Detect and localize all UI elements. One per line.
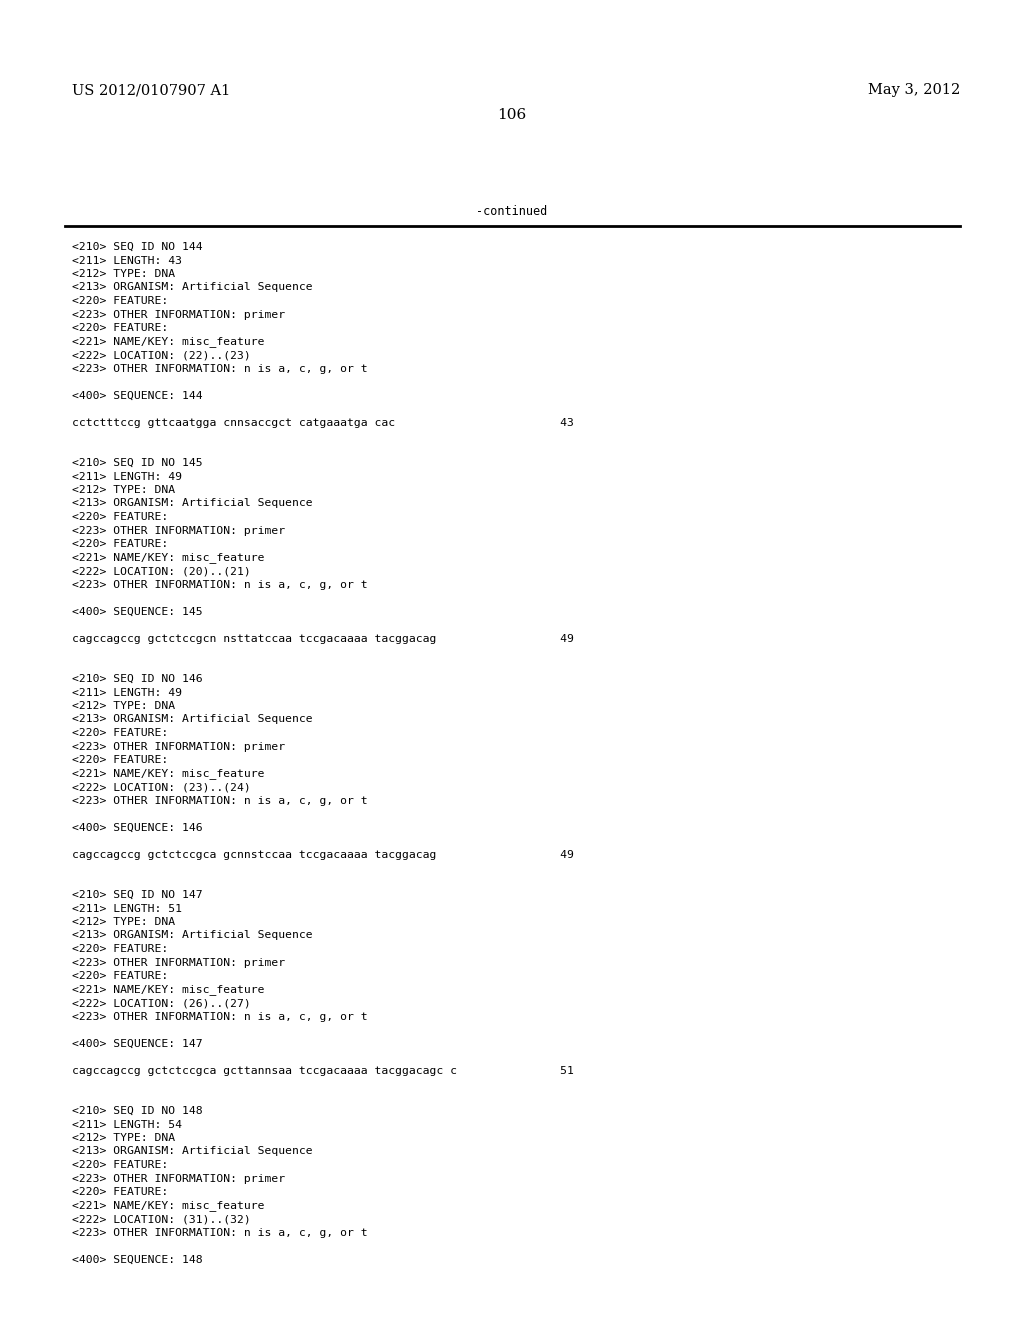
Text: cagccagccg gctctccgcn nsttatccaa tccgacaaaa tacggacag                  49: cagccagccg gctctccgcn nsttatccaa tccgaca… bbox=[72, 634, 573, 644]
Text: US 2012/0107907 A1: US 2012/0107907 A1 bbox=[72, 83, 230, 96]
Text: <213> ORGANISM: Artificial Sequence: <213> ORGANISM: Artificial Sequence bbox=[72, 499, 312, 508]
Text: <400> SEQUENCE: 146: <400> SEQUENCE: 146 bbox=[72, 822, 203, 833]
Text: cctctttccg gttcaatgga cnnsaccgct catgaaatga cac                        43: cctctttccg gttcaatgga cnnsaccgct catgaaa… bbox=[72, 417, 573, 428]
Text: cagccagccg gctctccgca gcttannsaa tccgacaaaa tacggacagc c               51: cagccagccg gctctccgca gcttannsaa tccgaca… bbox=[72, 1065, 573, 1076]
Text: <223> OTHER INFORMATION: n is a, c, g, or t: <223> OTHER INFORMATION: n is a, c, g, o… bbox=[72, 796, 368, 805]
Text: <210> SEQ ID NO 148: <210> SEQ ID NO 148 bbox=[72, 1106, 203, 1115]
Text: <213> ORGANISM: Artificial Sequence: <213> ORGANISM: Artificial Sequence bbox=[72, 931, 312, 940]
Text: <213> ORGANISM: Artificial Sequence: <213> ORGANISM: Artificial Sequence bbox=[72, 714, 312, 725]
Text: <213> ORGANISM: Artificial Sequence: <213> ORGANISM: Artificial Sequence bbox=[72, 282, 312, 293]
Text: <213> ORGANISM: Artificial Sequence: <213> ORGANISM: Artificial Sequence bbox=[72, 1147, 312, 1156]
Text: <223> OTHER INFORMATION: primer: <223> OTHER INFORMATION: primer bbox=[72, 525, 285, 536]
Text: <223> OTHER INFORMATION: n is a, c, g, or t: <223> OTHER INFORMATION: n is a, c, g, o… bbox=[72, 1228, 368, 1238]
Text: <220> FEATURE:: <220> FEATURE: bbox=[72, 1187, 168, 1197]
Text: <211> LENGTH: 43: <211> LENGTH: 43 bbox=[72, 256, 182, 265]
Text: <223> OTHER INFORMATION: primer: <223> OTHER INFORMATION: primer bbox=[72, 1173, 285, 1184]
Text: <220> FEATURE:: <220> FEATURE: bbox=[72, 539, 168, 549]
Text: <221> NAME/KEY: misc_feature: <221> NAME/KEY: misc_feature bbox=[72, 553, 264, 564]
Text: <211> LENGTH: 51: <211> LENGTH: 51 bbox=[72, 903, 182, 913]
Text: <222> LOCATION: (23)..(24): <222> LOCATION: (23)..(24) bbox=[72, 781, 251, 792]
Text: <220> FEATURE:: <220> FEATURE: bbox=[72, 972, 168, 981]
Text: <221> NAME/KEY: misc_feature: <221> NAME/KEY: misc_feature bbox=[72, 768, 264, 779]
Text: <211> LENGTH: 49: <211> LENGTH: 49 bbox=[72, 688, 182, 697]
Text: <223> OTHER INFORMATION: n is a, c, g, or t: <223> OTHER INFORMATION: n is a, c, g, o… bbox=[72, 579, 368, 590]
Text: <222> LOCATION: (20)..(21): <222> LOCATION: (20)..(21) bbox=[72, 566, 251, 576]
Text: <400> SEQUENCE: 148: <400> SEQUENCE: 148 bbox=[72, 1254, 203, 1265]
Text: <222> LOCATION: (26)..(27): <222> LOCATION: (26)..(27) bbox=[72, 998, 251, 1008]
Text: 106: 106 bbox=[498, 108, 526, 121]
Text: <220> FEATURE:: <220> FEATURE: bbox=[72, 1160, 168, 1170]
Text: <223> OTHER INFORMATION: n is a, c, g, or t: <223> OTHER INFORMATION: n is a, c, g, o… bbox=[72, 1011, 368, 1022]
Text: <212> TYPE: DNA: <212> TYPE: DNA bbox=[72, 701, 175, 711]
Text: <400> SEQUENCE: 147: <400> SEQUENCE: 147 bbox=[72, 1039, 203, 1048]
Text: <223> OTHER INFORMATION: primer: <223> OTHER INFORMATION: primer bbox=[72, 957, 285, 968]
Text: <220> FEATURE:: <220> FEATURE: bbox=[72, 755, 168, 766]
Text: <220> FEATURE:: <220> FEATURE: bbox=[72, 512, 168, 521]
Text: <221> NAME/KEY: misc_feature: <221> NAME/KEY: misc_feature bbox=[72, 985, 264, 995]
Text: <210> SEQ ID NO 144: <210> SEQ ID NO 144 bbox=[72, 242, 203, 252]
Text: <220> FEATURE:: <220> FEATURE: bbox=[72, 944, 168, 954]
Text: <221> NAME/KEY: misc_feature: <221> NAME/KEY: misc_feature bbox=[72, 1200, 264, 1212]
Text: <212> TYPE: DNA: <212> TYPE: DNA bbox=[72, 484, 175, 495]
Text: <400> SEQUENCE: 144: <400> SEQUENCE: 144 bbox=[72, 391, 203, 400]
Text: <212> TYPE: DNA: <212> TYPE: DNA bbox=[72, 1133, 175, 1143]
Text: <222> LOCATION: (31)..(32): <222> LOCATION: (31)..(32) bbox=[72, 1214, 251, 1224]
Text: <212> TYPE: DNA: <212> TYPE: DNA bbox=[72, 269, 175, 279]
Text: <211> LENGTH: 49: <211> LENGTH: 49 bbox=[72, 471, 182, 482]
Text: <210> SEQ ID NO 147: <210> SEQ ID NO 147 bbox=[72, 890, 203, 900]
Text: <210> SEQ ID NO 145: <210> SEQ ID NO 145 bbox=[72, 458, 203, 469]
Text: <400> SEQUENCE: 145: <400> SEQUENCE: 145 bbox=[72, 606, 203, 616]
Text: -continued: -continued bbox=[476, 205, 548, 218]
Text: <220> FEATURE:: <220> FEATURE: bbox=[72, 323, 168, 333]
Text: cagccagccg gctctccgca gcnnstccaa tccgacaaaa tacggacag                  49: cagccagccg gctctccgca gcnnstccaa tccgaca… bbox=[72, 850, 573, 859]
Text: <220> FEATURE:: <220> FEATURE: bbox=[72, 296, 168, 306]
Text: <211> LENGTH: 54: <211> LENGTH: 54 bbox=[72, 1119, 182, 1130]
Text: <223> OTHER INFORMATION: primer: <223> OTHER INFORMATION: primer bbox=[72, 742, 285, 751]
Text: <212> TYPE: DNA: <212> TYPE: DNA bbox=[72, 917, 175, 927]
Text: <210> SEQ ID NO 146: <210> SEQ ID NO 146 bbox=[72, 675, 203, 684]
Text: <223> OTHER INFORMATION: primer: <223> OTHER INFORMATION: primer bbox=[72, 309, 285, 319]
Text: <221> NAME/KEY: misc_feature: <221> NAME/KEY: misc_feature bbox=[72, 337, 264, 347]
Text: <223> OTHER INFORMATION: n is a, c, g, or t: <223> OTHER INFORMATION: n is a, c, g, o… bbox=[72, 363, 368, 374]
Text: May 3, 2012: May 3, 2012 bbox=[867, 83, 961, 96]
Text: <220> FEATURE:: <220> FEATURE: bbox=[72, 729, 168, 738]
Text: <222> LOCATION: (22)..(23): <222> LOCATION: (22)..(23) bbox=[72, 350, 251, 360]
